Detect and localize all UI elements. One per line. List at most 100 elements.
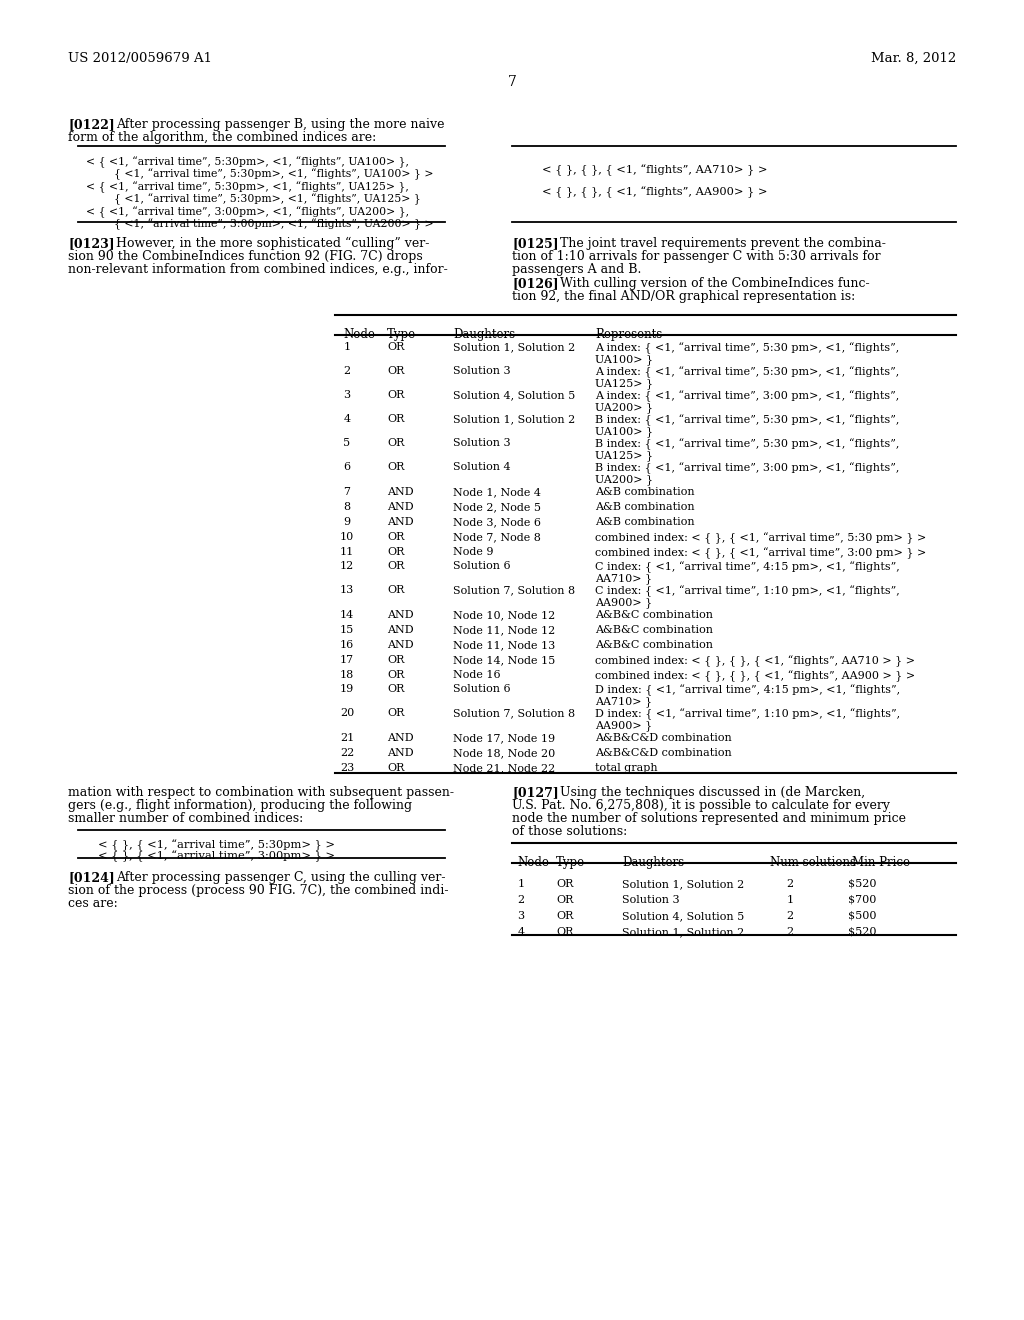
Text: A index: { <1, “arrival time”, 3:00 pm>, <1, “flights”,: A index: { <1, “arrival time”, 3:00 pm>,… — [595, 389, 899, 401]
Text: A index: { <1, “arrival time”, 5:30 pm>, <1, “flights”,: A index: { <1, “arrival time”, 5:30 pm>,… — [595, 342, 899, 354]
Text: 3: 3 — [517, 911, 524, 921]
Text: Mar. 8, 2012: Mar. 8, 2012 — [870, 51, 956, 65]
Text: A&B&C&D combination: A&B&C&D combination — [595, 733, 732, 743]
Text: However, in the more sophisticated “culling” ver-: However, in the more sophisticated “cull… — [116, 238, 429, 251]
Text: OR: OR — [556, 879, 573, 888]
Text: OR: OR — [556, 911, 573, 921]
Text: Node 3, Node 6: Node 3, Node 6 — [453, 517, 541, 527]
Text: Node 18, Node 20: Node 18, Node 20 — [453, 748, 555, 758]
Text: D index: { <1, “arrival time”, 4:15 pm>, <1, “flights”,: D index: { <1, “arrival time”, 4:15 pm>,… — [595, 684, 900, 696]
Text: OR: OR — [387, 532, 404, 543]
Text: Solution 1, Solution 2: Solution 1, Solution 2 — [622, 927, 744, 937]
Text: 15: 15 — [340, 624, 354, 635]
Text: AA900> }: AA900> } — [595, 719, 652, 731]
Text: Represents: Represents — [595, 327, 663, 341]
Text: 23: 23 — [340, 763, 354, 774]
Text: Min Price: Min Price — [852, 855, 910, 869]
Text: OR: OR — [387, 546, 404, 557]
Text: Node 1, Node 4: Node 1, Node 4 — [453, 487, 541, 498]
Text: 10: 10 — [340, 532, 354, 543]
Text: total graph: total graph — [595, 763, 657, 774]
Text: 20: 20 — [340, 708, 354, 718]
Text: AND: AND — [387, 748, 414, 758]
Text: $700: $700 — [848, 895, 877, 906]
Text: A&B&C combination: A&B&C combination — [595, 640, 713, 649]
Text: Node 14, Node 15: Node 14, Node 15 — [453, 655, 555, 665]
Text: Node 17, Node 19: Node 17, Node 19 — [453, 733, 555, 743]
Text: 3: 3 — [343, 389, 350, 400]
Text: B index: { <1, “arrival time”, 5:30 pm>, <1, “flights”,: B index: { <1, “arrival time”, 5:30 pm>,… — [595, 414, 899, 425]
Text: AA710> }: AA710> } — [595, 696, 652, 706]
Text: ces are:: ces are: — [68, 898, 118, 909]
Text: node the number of solutions represented and minimum price: node the number of solutions represented… — [512, 812, 906, 825]
Text: gers (e.g., flight information), producing the following: gers (e.g., flight information), produci… — [68, 799, 412, 812]
Text: OR: OR — [387, 655, 404, 665]
Text: OR: OR — [387, 366, 404, 376]
Text: 16: 16 — [340, 640, 354, 649]
Text: A&B combination: A&B combination — [595, 502, 694, 512]
Text: OR: OR — [387, 684, 404, 694]
Text: tion of 1:10 arrivals for passenger C with 5:30 arrivals for: tion of 1:10 arrivals for passenger C wi… — [512, 249, 881, 263]
Text: UA200> }: UA200> } — [595, 474, 653, 484]
Text: OR: OR — [387, 462, 404, 473]
Text: passengers A and B.: passengers A and B. — [512, 263, 641, 276]
Text: A&B combination: A&B combination — [595, 517, 694, 527]
Text: 2: 2 — [786, 879, 794, 888]
Text: A index: { <1, “arrival time”, 5:30 pm>, <1, “flights”,: A index: { <1, “arrival time”, 5:30 pm>,… — [595, 366, 899, 378]
Text: non-relevant information from combined indices, e.g., infor-: non-relevant information from combined i… — [68, 263, 447, 276]
Text: Node 10, Node 12: Node 10, Node 12 — [453, 610, 555, 620]
Text: OR: OR — [387, 763, 404, 774]
Text: Node 16: Node 16 — [453, 671, 501, 680]
Text: 2: 2 — [786, 927, 794, 937]
Text: A&B&C combination: A&B&C combination — [595, 624, 713, 635]
Text: AA900> }: AA900> } — [595, 597, 652, 607]
Text: Node: Node — [343, 327, 375, 341]
Text: OR: OR — [387, 671, 404, 680]
Text: 7: 7 — [343, 487, 350, 498]
Text: mation with respect to combination with subsequent passen-: mation with respect to combination with … — [68, 785, 454, 799]
Text: AND: AND — [387, 640, 414, 649]
Text: A&B combination: A&B combination — [595, 487, 694, 498]
Text: U.S. Pat. No. 6,275,808), it is possible to calculate for every: U.S. Pat. No. 6,275,808), it is possible… — [512, 799, 890, 812]
Text: A&B&C&D combination: A&B&C&D combination — [595, 748, 732, 758]
Text: Node: Node — [517, 855, 549, 869]
Text: < { <1, “arrival time”, 5:30pm>, <1, “flights”, UA100> },: < { <1, “arrival time”, 5:30pm>, <1, “fl… — [86, 156, 409, 168]
Text: US 2012/0059679 A1: US 2012/0059679 A1 — [68, 51, 212, 65]
Text: of those solutions:: of those solutions: — [512, 825, 628, 838]
Text: sion of the process (process 90 FIG. 7C), the combined indi-: sion of the process (process 90 FIG. 7C)… — [68, 884, 449, 898]
Text: OR: OR — [387, 708, 404, 718]
Text: [0125]: [0125] — [512, 238, 559, 249]
Text: Daughters: Daughters — [453, 327, 515, 341]
Text: AND: AND — [387, 610, 414, 620]
Text: AND: AND — [387, 733, 414, 743]
Text: The joint travel requirements prevent the combina-: The joint travel requirements prevent th… — [560, 238, 886, 249]
Text: 6: 6 — [343, 462, 350, 473]
Text: OR: OR — [387, 561, 404, 572]
Text: Solution 3: Solution 3 — [453, 438, 511, 447]
Text: Node 7, Node 8: Node 7, Node 8 — [453, 532, 541, 543]
Text: 1: 1 — [343, 342, 350, 352]
Text: < { }, { <1, “arrival time”, 3:00pm> } >: < { }, { <1, “arrival time”, 3:00pm> } > — [98, 850, 335, 862]
Text: Solution 3: Solution 3 — [453, 366, 511, 376]
Text: 2: 2 — [517, 895, 524, 906]
Text: With culling version of the CombineIndices func-: With culling version of the CombineIndic… — [560, 277, 869, 290]
Text: B index: { <1, “arrival time”, 3:00 pm>, <1, “flights”,: B index: { <1, “arrival time”, 3:00 pm>,… — [595, 462, 899, 474]
Text: UA125> }: UA125> } — [595, 378, 653, 389]
Text: AND: AND — [387, 502, 414, 512]
Text: 1: 1 — [786, 895, 794, 906]
Text: UA100> }: UA100> } — [595, 354, 653, 364]
Text: [0123]: [0123] — [68, 238, 115, 249]
Text: Type: Type — [556, 855, 585, 869]
Text: < { <1, “arrival time”, 5:30pm>, <1, “flights”, UA125> },: < { <1, “arrival time”, 5:30pm>, <1, “fl… — [86, 181, 409, 193]
Text: [0126]: [0126] — [512, 277, 559, 290]
Text: 9: 9 — [343, 517, 350, 527]
Text: 11: 11 — [340, 546, 354, 557]
Text: smaller number of combined indices:: smaller number of combined indices: — [68, 812, 303, 825]
Text: 8: 8 — [343, 502, 350, 512]
Text: UA200> }: UA200> } — [595, 403, 653, 413]
Text: Node 11, Node 13: Node 11, Node 13 — [453, 640, 555, 649]
Text: tion 92, the final AND/OR graphical representation is:: tion 92, the final AND/OR graphical repr… — [512, 290, 855, 304]
Text: OR: OR — [556, 927, 573, 937]
Text: combined index: < { }, { <1, “arrival time”, 5:30 pm> } >: combined index: < { }, { <1, “arrival ti… — [595, 532, 927, 544]
Text: < { }, { }, { <1, “flights”, AA900> } >: < { }, { }, { <1, “flights”, AA900> } > — [542, 186, 768, 198]
